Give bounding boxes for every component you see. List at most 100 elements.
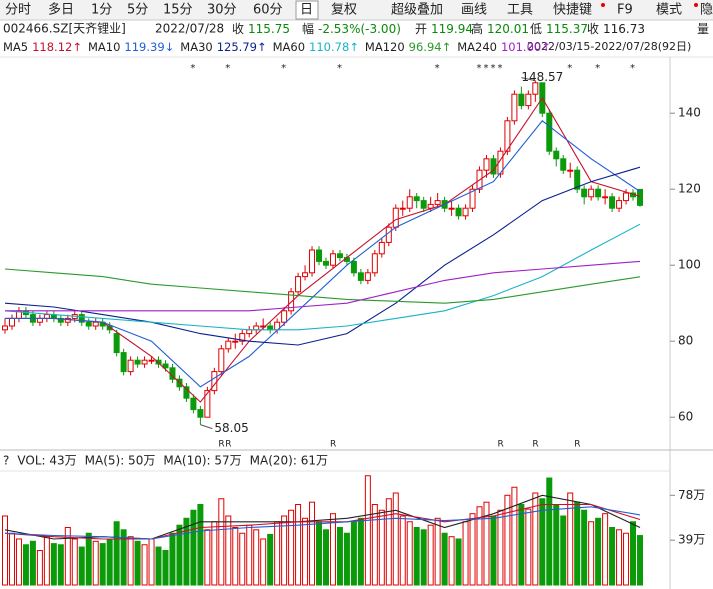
volume-bar bbox=[497, 509, 504, 586]
candle-body bbox=[211, 371, 218, 392]
ma-value: 96.94↑ bbox=[409, 40, 452, 54]
volume-bar bbox=[399, 515, 406, 586]
candle-body bbox=[113, 333, 120, 354]
volume-bar bbox=[239, 532, 246, 586]
volume-bar bbox=[43, 536, 50, 586]
toolbar-button[interactable]: 1分 bbox=[91, 3, 112, 18]
candle-body bbox=[8, 317, 15, 327]
r-marker: R bbox=[574, 440, 580, 450]
candle-body bbox=[420, 200, 427, 209]
candle-body bbox=[322, 260, 329, 266]
candle-body bbox=[609, 196, 616, 209]
volume-bar bbox=[539, 498, 546, 586]
volume-bar bbox=[532, 492, 539, 586]
candle-body bbox=[567, 169, 574, 172]
volume-tick-label: 78万 bbox=[678, 488, 705, 502]
volume-header: MA(20): 61万 bbox=[250, 454, 328, 468]
toolbar-button[interactable]: 超级叠加 bbox=[391, 3, 443, 18]
volume-bar bbox=[162, 550, 169, 586]
toolbar-button[interactable]: 30分 bbox=[207, 3, 237, 18]
volume-bar bbox=[588, 521, 595, 586]
candle-body bbox=[581, 188, 588, 198]
toolbar-button[interactable]: 画线 bbox=[461, 3, 487, 18]
toolbar-button[interactable]: F9 bbox=[617, 3, 633, 18]
candle-body bbox=[455, 207, 462, 217]
toolbar-button[interactable]: 5分 bbox=[127, 3, 148, 18]
volume-bar bbox=[29, 540, 36, 586]
volume-bar bbox=[609, 527, 616, 586]
toolbar-button[interactable]: 快捷键 bbox=[553, 3, 592, 18]
y-tick-label: 60 bbox=[678, 410, 693, 424]
volume-bar bbox=[295, 504, 302, 586]
volume-bar bbox=[78, 546, 85, 586]
candle-body bbox=[518, 93, 525, 107]
ma-name: MA240 bbox=[457, 40, 497, 54]
volume-bar bbox=[392, 492, 399, 586]
quote-field: 收 115.75 bbox=[232, 22, 290, 36]
ma-legend: MA240 101.00↑ bbox=[457, 40, 551, 54]
volume-header: ? bbox=[3, 454, 9, 468]
star-marker: * bbox=[595, 63, 600, 74]
volume-bar bbox=[316, 521, 323, 586]
quote-label: 开 bbox=[415, 22, 427, 36]
volume-bar bbox=[50, 543, 57, 586]
r-marker: R bbox=[218, 440, 224, 450]
candle-body bbox=[392, 207, 399, 228]
volume-bar bbox=[15, 538, 22, 586]
volume-bar bbox=[22, 544, 29, 586]
ma-line bbox=[5, 96, 641, 403]
ma-legend: MA30 125.79↑ bbox=[180, 40, 266, 54]
candle-body bbox=[148, 359, 155, 362]
candle-body bbox=[2, 325, 8, 331]
ma-value: 118.12↑ bbox=[32, 40, 82, 54]
r-marker: R bbox=[225, 440, 231, 450]
toolbar-button[interactable]: 工具 bbox=[507, 3, 533, 18]
toolbar-button[interactable]: 日 bbox=[300, 3, 313, 18]
volume-bar bbox=[155, 546, 162, 586]
candle-body bbox=[497, 150, 504, 175]
candle-body bbox=[336, 253, 343, 259]
volume-bar bbox=[141, 544, 148, 586]
annotation: 148.57 bbox=[521, 70, 563, 84]
volume-bar bbox=[448, 536, 455, 586]
toolbar-button[interactable]: 分时 bbox=[5, 3, 31, 18]
toolbar-button[interactable]: 模式 bbox=[656, 3, 682, 18]
volume-header: MA(10): 57万 bbox=[163, 454, 241, 468]
volume-bar bbox=[148, 538, 155, 586]
star-marker: * bbox=[630, 63, 635, 74]
volume-bar bbox=[92, 540, 99, 586]
volume-bar bbox=[329, 513, 336, 586]
ma-legend: MA10 119.39↓ bbox=[88, 40, 174, 54]
volume-bar bbox=[525, 508, 532, 586]
r-marker: R bbox=[497, 440, 503, 450]
volume-bar bbox=[302, 517, 309, 586]
candle-body bbox=[309, 249, 316, 274]
toolbar-button[interactable]: 隐 bbox=[700, 3, 713, 18]
volume-header: VOL: 43万 bbox=[17, 454, 76, 468]
y-tick-label: 140 bbox=[678, 106, 701, 120]
toolbar-button[interactable]: 15分 bbox=[163, 3, 193, 18]
toolbar-button[interactable]: 多日 bbox=[48, 2, 74, 18]
toolbar-button[interactable]: 复权 bbox=[331, 2, 357, 18]
volume-bar bbox=[183, 517, 190, 586]
candle-body bbox=[399, 207, 406, 210]
volume-header: MA(5): 50万 bbox=[85, 454, 156, 468]
annotation-leader bbox=[521, 77, 536, 82]
toolbar-button[interactable]: 60分 bbox=[253, 3, 283, 18]
ma-line bbox=[5, 260, 641, 312]
volume-bar bbox=[253, 529, 260, 586]
r-marker: R bbox=[330, 440, 336, 450]
quote-value: 115.75 bbox=[248, 22, 290, 36]
quote-label: 收 bbox=[587, 22, 599, 36]
candle-body bbox=[64, 317, 71, 323]
candle-body bbox=[546, 112, 553, 152]
candle-body bbox=[357, 272, 364, 281]
candle-body bbox=[239, 333, 246, 342]
volume-bar bbox=[518, 504, 525, 586]
y-tick-label: 120 bbox=[678, 182, 701, 196]
candle-body bbox=[385, 226, 392, 243]
quote-value: 120.01 bbox=[487, 22, 529, 36]
ma-value: 125.79↑ bbox=[217, 40, 267, 54]
volume-bar bbox=[218, 498, 225, 586]
candle-body bbox=[127, 359, 134, 373]
